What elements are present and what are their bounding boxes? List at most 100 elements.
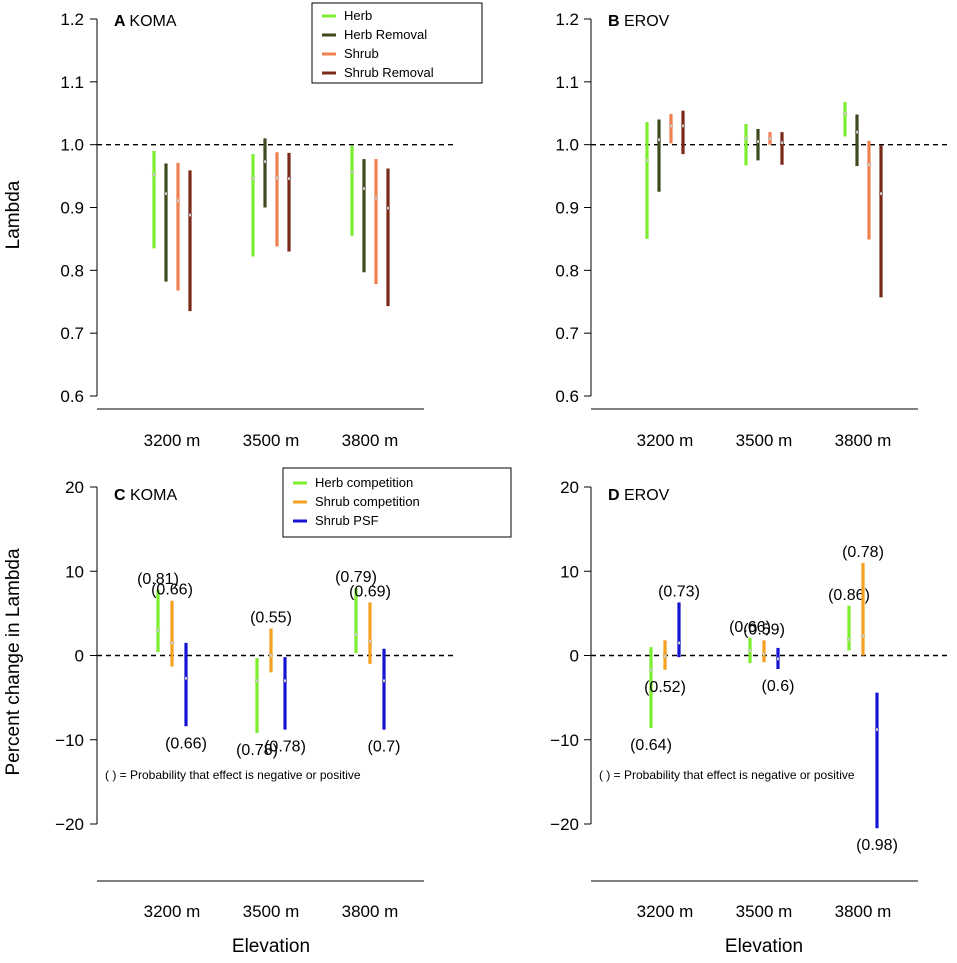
panel-b-herb-mean-3800-m: [842, 111, 848, 116]
panel-c-herb-competition-probability-3500-m: (0.78): [236, 742, 278, 759]
panel-c-koma: −20 −10 0 10 20 3200 m 3500 m 3800 m C KOMA (0.81…: [55, 467, 512, 921]
panel-c-x-category-3200-m: 3200 m: [144, 902, 201, 921]
panel-b-shrub-mean-3500-m: [767, 136, 773, 141]
panel-c-legend-box: [282, 467, 512, 538]
panel-c-legend-label-herb-competition: Herb competition: [315, 475, 413, 490]
panel-d-y-tick-label: −10: [550, 731, 579, 750]
panel-b-erov: 0.6 0.7 0.8 0.9 1.0 1.1 1.2 3200 m 3500 m 3800 m B…: [555, 10, 950, 450]
panel-c-herb-competition-mean-3200-m: [155, 628, 161, 633]
panel-a-herb-mean-3200-m: [151, 172, 157, 177]
x-axis-title-right: Elevation: [725, 936, 803, 957]
panel-a-y-tick-label: 0.8: [60, 261, 84, 280]
panel-c-shrub-psf-probability-3800-m: (0.7): [368, 739, 401, 756]
panel-d-herb-competition-probability-3200-m: (0.64): [630, 737, 672, 754]
panel-a-herb-mean-3500-m: [250, 176, 256, 181]
panel-c-shrub-competition-mean-3500-m: [268, 653, 274, 658]
panel-a-y-tick-label: 1.1: [60, 73, 84, 92]
panel-c-title: C KOMA: [114, 487, 177, 504]
panel-c-shrub-psf-probability-3200-m: (0.66): [165, 735, 207, 752]
panel-a-koma: 0.6 0.7 0.8 0.9 1.0 1.1 1.2 3200 m 3500 m 3800 m A…: [60, 2, 483, 450]
panel-b-y-tick-label: 0.8: [555, 261, 579, 280]
panel-a-shrub-removal-mean-3800-m: [385, 206, 391, 211]
panel-b-herb-removal-mean-3200-m: [656, 137, 662, 142]
panel-b-herb-removal-mean-3800-m: [854, 130, 860, 135]
panel-b-shrub-mean-3200-m: [668, 123, 674, 128]
panel-a-herb-removal-mean-3200-m: [163, 191, 169, 196]
panel-d-shrub-psf-probability-3500-m: (0.6): [762, 678, 795, 695]
panel-d-shrub-psf-probability-3800-m: (0.98): [856, 837, 898, 854]
panel-c-herb-competition-probability-3200-m: (0.81): [137, 571, 179, 588]
panel-d-shrub-competition-mean-3200-m: [662, 654, 668, 659]
panel-b-y-tick-label: 0.7: [555, 324, 579, 343]
panel-c-y-tick-label: 20: [65, 478, 84, 497]
panel-c-x-category-3800-m: 3800 m: [342, 902, 399, 921]
panel-d-shrub-competition-probability-3800-m: (0.78): [842, 544, 884, 561]
panel-a-letter: A: [114, 13, 129, 30]
panel-c-herb-competition-mean-3500-m: [254, 678, 260, 683]
panel-b-y-tick-label: 1.0: [555, 136, 579, 155]
panel-c-shrub-competition-mean-3800-m: [367, 639, 373, 644]
panel-b-shrub-removal-mean-3800-m: [878, 191, 884, 196]
panel-b-species: EROV: [624, 13, 670, 30]
panel-d-x-category-3800-m: 3800 m: [835, 902, 892, 921]
panel-d-shrub-psf-mean-3500-m: [775, 656, 781, 661]
panel-c-shrub-psf-mean-3200-m: [183, 676, 189, 681]
panel-c-y-tick-label: 10: [65, 562, 84, 581]
panel-a-legend-label-herb: Herb: [344, 8, 372, 23]
panel-c-x-category-3500-m: 3500 m: [243, 902, 300, 921]
panel-c-shrub-competition-probability-3200-m: (0.66): [151, 582, 193, 599]
panel-b-x-category-3200-m: 3200 m: [637, 431, 694, 450]
panel-a-x-category-3800-m: 3800 m: [342, 431, 399, 450]
panel-a-legend-label-shrub: Shrub: [344, 46, 379, 61]
panel-d-y-tick-label: 0: [570, 647, 579, 666]
panel-c-legend-label-shrub-psf: Shrub PSF: [315, 513, 379, 528]
panel-b-y-tick-label: 0.6: [555, 387, 579, 406]
panel-a-legend-label-herb-removal: Herb Removal: [344, 27, 427, 42]
panel-c-shrub-psf-probability-3500-m: (0.78): [264, 739, 306, 756]
panel-a-legend-label-shrub-removal: Shrub Removal: [344, 65, 434, 80]
panel-d-herb-competition-mean-3800-m: [846, 637, 852, 642]
panel-a-y-tick-label: 0.7: [60, 324, 84, 343]
panel-b-x-category-3800-m: 3800 m: [835, 431, 892, 450]
panel-d-y-tick-label: 20: [560, 478, 579, 497]
panel-a-shrub-mean-3800-m: [373, 195, 379, 201]
panel-b-y-tick-label: 1.1: [555, 73, 579, 92]
panel-d-x-category-3200-m: 3200 m: [637, 902, 694, 921]
panel-d-herb-competition-probability-3800-m: (0.86): [828, 587, 870, 604]
panel-d-x-category-3500-m: 3500 m: [736, 902, 793, 921]
panel-d-y-tick-label: −20: [550, 815, 579, 834]
panel-a-shrub-removal-mean-3200-m: [187, 212, 193, 218]
panel-a-shrub-removal-mean-3500-m: [286, 176, 292, 181]
panel-b-x-category-3500-m: 3500 m: [736, 431, 793, 450]
panel-d-herb-competition-probability-3500-m: (0.66): [729, 619, 771, 636]
panel-d-erov: −20 −10 0 10 20 3200 m 3500 m 3800 m D EROV (0.64…: [550, 478, 950, 921]
panel-d-letter: D: [608, 487, 624, 504]
panel-d-probability-note: ( ) = Probability that effect is negativ…: [599, 768, 855, 782]
panel-b-herb-removal-mean-3500-m: [755, 139, 761, 144]
panel-c-shrub-psf-mean-3500-m: [282, 678, 288, 683]
panel-d-shrub-psf-mean-3200-m: [676, 640, 682, 645]
panel-a-y-tick-label: 0.6: [60, 387, 84, 406]
panel-c-y-tick-label: 0: [75, 647, 84, 666]
panel-a-herb-removal-mean-3500-m: [262, 159, 268, 164]
panel-d-shrub-competition-probability-3500-m: (0.59): [743, 621, 785, 638]
panel-a-legend-box: [311, 2, 483, 84]
panel-c-letter: C: [114, 487, 130, 504]
panel-a-y-tick-label: 0.9: [60, 199, 84, 218]
panel-d-shrub-competition-probability-3200-m: (0.52): [644, 679, 686, 696]
panel-a-x-category-3500-m: 3500 m: [243, 431, 300, 450]
panel-a-herb-mean-3800-m: [349, 169, 355, 174]
panel-b-shrub-removal-mean-3500-m: [779, 140, 785, 145]
panel-d-y-tick-label: 10: [560, 562, 579, 581]
panel-b-letter: B: [608, 13, 624, 30]
panel-b-herb-mean-3500-m: [743, 136, 749, 141]
panel-c-shrub-competition-probability-3500-m: (0.55): [250, 610, 292, 627]
panel-a-x-category-3200-m: 3200 m: [144, 431, 201, 450]
panel-c-probability-note: ( ) = Probability that effect is negativ…: [105, 768, 361, 782]
panel-a-shrub-mean-3200-m: [175, 198, 181, 203]
panel-b-y-tick-label: 0.9: [555, 199, 579, 218]
panel-b-shrub-mean-3800-m: [866, 162, 872, 167]
panel-c-y-tick-label: −10: [55, 731, 84, 750]
panel-d-shrub-competition-mean-3800-m: [860, 634, 866, 639]
